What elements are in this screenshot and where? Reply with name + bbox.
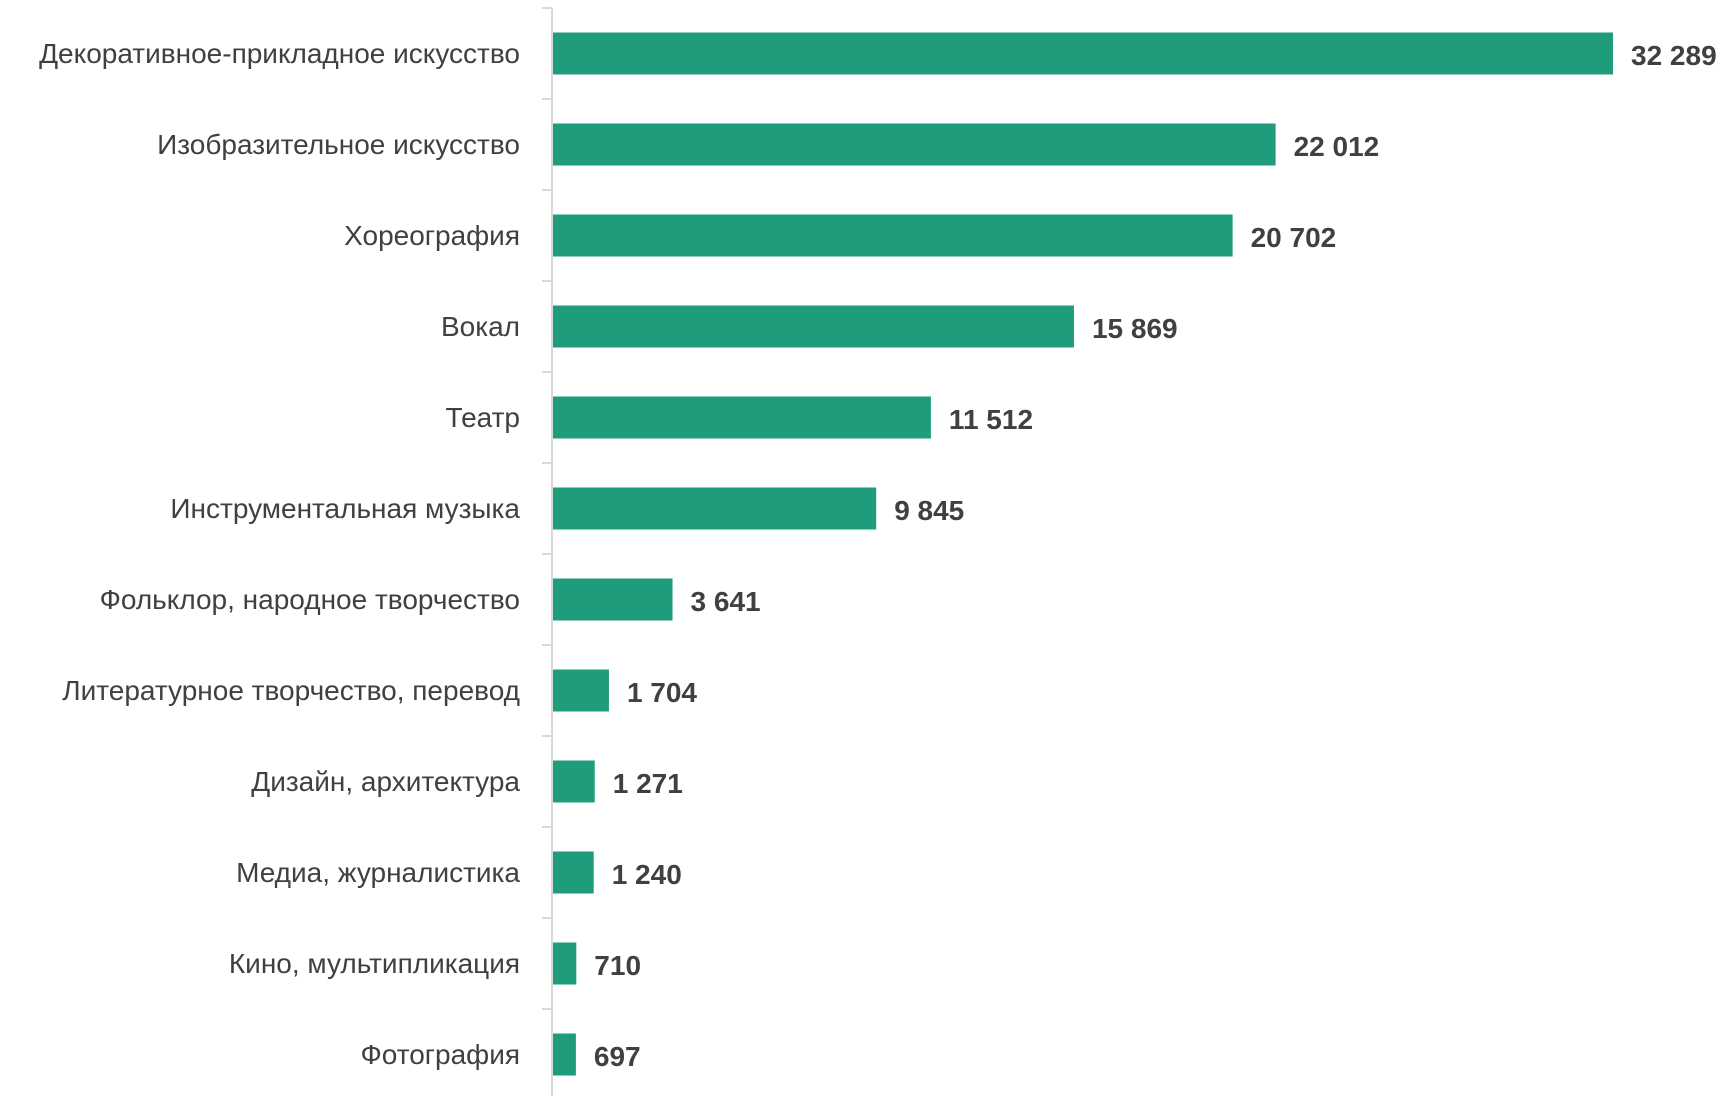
bar [553,487,877,530]
data-label: 20 702 [1251,222,1337,253]
category-label: Театр [446,402,520,433]
data-label: 11 512 [949,404,1033,435]
category-label: Изобразительное искусство [157,129,520,160]
bar [553,760,595,803]
data-label: 1 240 [612,859,682,890]
data-label: 22 012 [1294,131,1380,162]
category-label: Хореография [344,220,520,251]
category-label: Декоративное-прикладное искусство [39,38,520,69]
category-label: Кино, мультипликация [229,948,520,979]
bar [553,396,931,439]
bars [553,32,1613,1076]
bar [553,578,673,621]
category-label: Медиа, журналистика [236,857,520,888]
category-axis [542,7,553,1096]
category-label: Литературное творчество, перевод [62,675,520,706]
data-label: 697 [594,1041,641,1072]
data-label: 3 641 [691,586,761,617]
bar [553,214,1233,257]
data-label: 710 [594,950,641,981]
data-label: 32 289 [1631,40,1717,71]
bar [553,851,594,894]
category-label: Дизайн, архитектура [251,766,520,797]
bar [553,32,1613,75]
category-label: Фотография [360,1039,520,1070]
data-label: 1 704 [627,677,697,708]
bar [553,669,609,712]
value-labels: 32 289 22 012 20 702 15 869 11 512 9 845 3 641… [594,40,1717,1072]
data-label: 1 271 [613,768,683,799]
category-label: Инструментальная музыка [170,493,520,524]
data-label: 15 869 [1092,313,1178,344]
category-label: Фольклор, народное творчество [100,584,520,615]
category-labels: Декоративное-прикладное искусство Изобраз… [39,38,520,1070]
data-label: 9 845 [894,495,964,526]
bar [553,1033,576,1076]
bar [553,942,577,985]
category-label: Вокал [441,311,520,342]
bar [553,123,1276,166]
bar [553,305,1074,348]
